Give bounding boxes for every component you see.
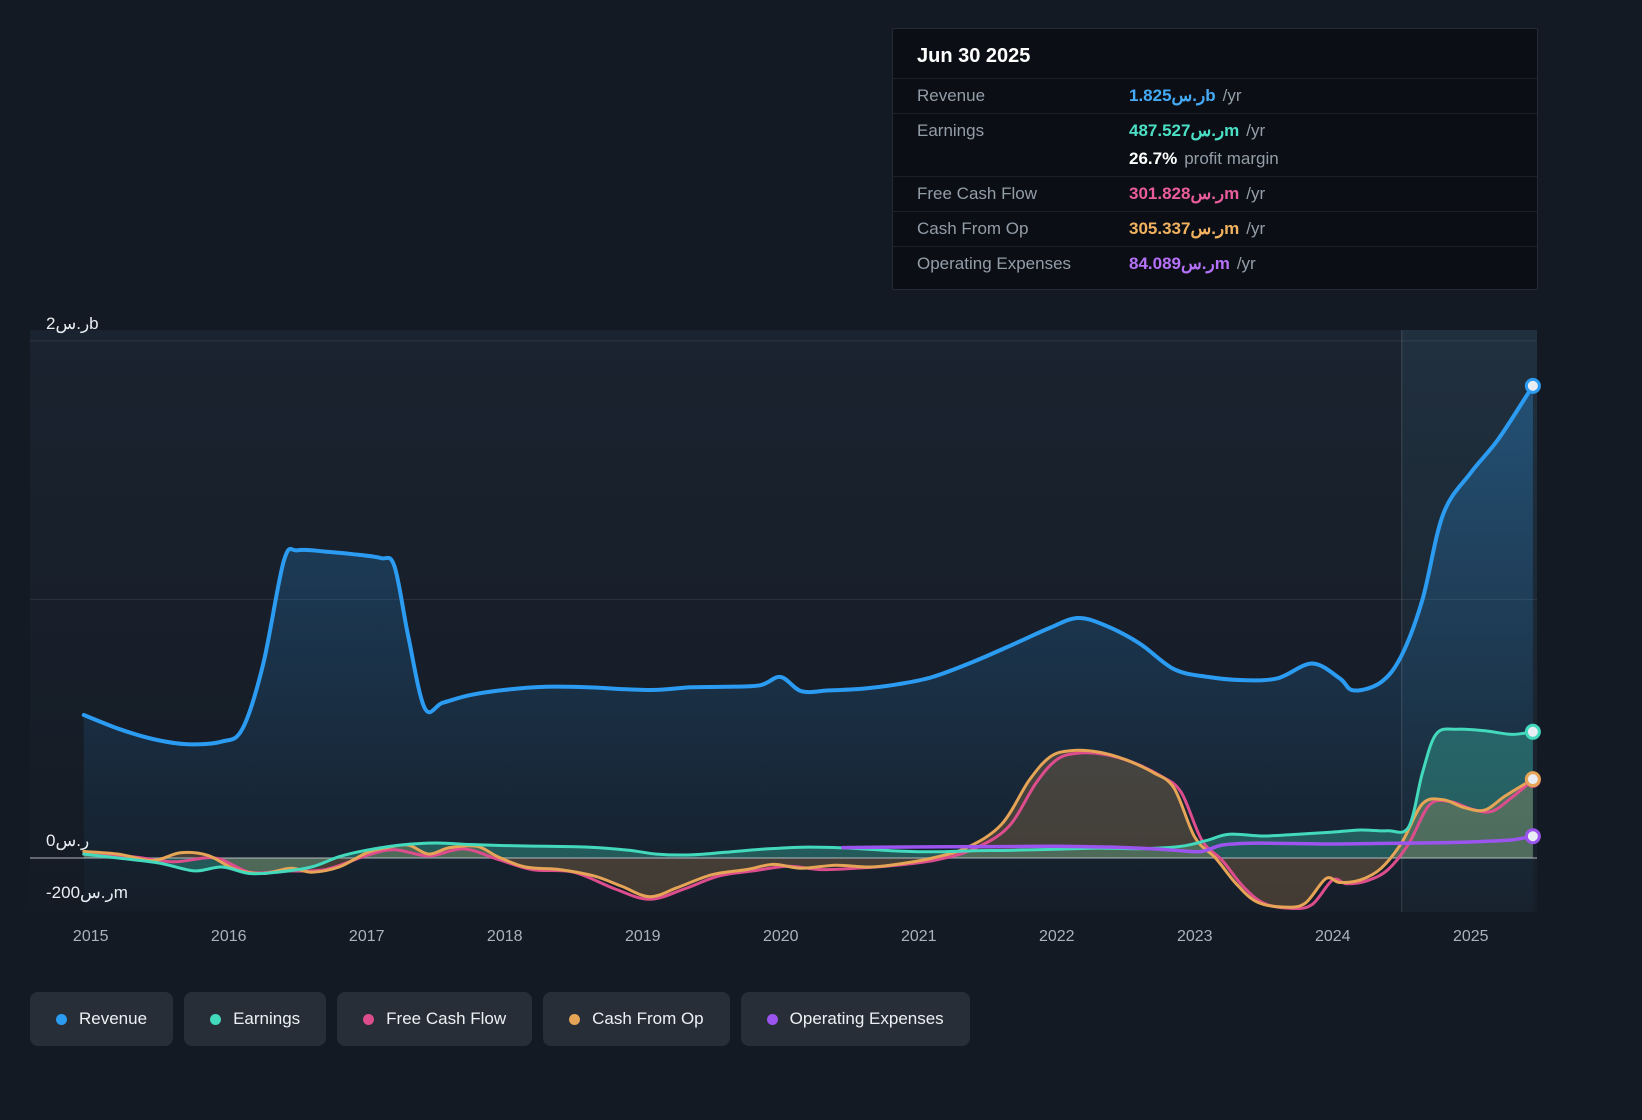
legend-item-free-cash-flow[interactable]: Free Cash Flow bbox=[337, 992, 533, 1046]
tooltip-row-suffix: /yr bbox=[1246, 219, 1266, 238]
tooltip-row-cash-from-op: Cash From Op 305.337ر.سm /yr bbox=[893, 211, 1537, 246]
tooltip-row-value: 26.7% bbox=[1129, 149, 1178, 168]
tooltip-row-label: Revenue bbox=[917, 86, 986, 105]
tooltip-row-value: 487.527ر.سm bbox=[1129, 121, 1240, 140]
legend-item-operating-expenses[interactable]: Operating Expenses bbox=[740, 992, 970, 1046]
revenue-series-dot-icon bbox=[56, 1013, 67, 1025]
tooltip-row-free-cash-flow: Free Cash Flow 301.828ر.سm /yr bbox=[893, 176, 1537, 211]
tooltip-row-label: Earnings bbox=[917, 121, 985, 140]
legend-label: Revenue bbox=[79, 1009, 148, 1028]
earnings-series-dot-icon bbox=[210, 1013, 222, 1025]
tooltip-row-label: Free Cash Flow bbox=[917, 184, 1037, 203]
legend-item-cash-from-op[interactable]: Cash From Op bbox=[543, 992, 730, 1046]
tooltip-row-suffix: /yr bbox=[1246, 184, 1266, 203]
operating-expenses-series-dot-icon bbox=[766, 1013, 778, 1025]
legend-label: Free Cash Flow bbox=[386, 1009, 507, 1028]
legend-item-earnings[interactable]: Earnings bbox=[184, 992, 327, 1046]
tooltip-row-earnings: Earnings 487.527ر.سm /yr bbox=[893, 113, 1537, 148]
tooltip-row-suffix: profit margin bbox=[1184, 149, 1279, 168]
tooltip-row-profit-margin: 26.7% profit margin bbox=[893, 148, 1537, 176]
tooltip-row-suffix: /yr bbox=[1246, 121, 1266, 140]
legend-label: Earnings bbox=[233, 1009, 301, 1028]
tooltip-row-revenue: Revenue 1.825ر.سb /yr bbox=[893, 78, 1537, 113]
legend-label: Operating Expenses bbox=[789, 1009, 944, 1028]
tooltip-row-operating-expenses: Operating Expenses 84.089ر.سm /yr bbox=[893, 246, 1537, 281]
legend-item-revenue[interactable]: Revenue bbox=[30, 992, 174, 1046]
tooltip-row-value: 305.337ر.سm bbox=[1129, 219, 1240, 238]
free-cash-flow-series-dot-icon bbox=[363, 1013, 375, 1025]
legend-label: Cash From Op bbox=[592, 1009, 704, 1028]
tooltip-row-suffix: /yr bbox=[1236, 254, 1256, 273]
tooltip-date: Jun 30 2025 bbox=[917, 45, 1031, 67]
legend: Revenue Earnings Free Cash Flow Cash Fro… bbox=[30, 992, 970, 1046]
tooltip-row-label: Cash From Op bbox=[917, 219, 1029, 238]
tooltip-row-value: 1.825ر.سb bbox=[1129, 86, 1216, 105]
tooltip-row-suffix: /yr bbox=[1222, 86, 1242, 105]
tooltip-row-value: 84.089ر.سm bbox=[1129, 254, 1230, 273]
cash-from-op-series-dot-icon bbox=[569, 1013, 581, 1025]
tooltip-row-label: Operating Expenses bbox=[917, 254, 1072, 273]
tooltip: Jun 30 2025 Revenue 1.825ر.سb /yr Earnin… bbox=[892, 28, 1538, 290]
tooltip-row-value: 301.828ر.سm bbox=[1129, 184, 1240, 203]
